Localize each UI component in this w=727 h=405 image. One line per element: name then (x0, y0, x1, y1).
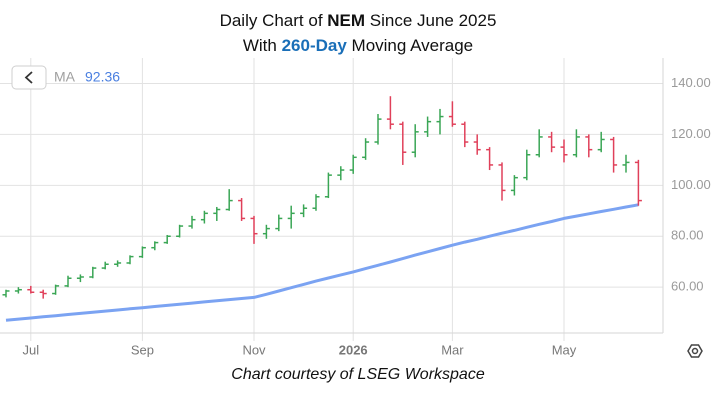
ohlc-bar (560, 139, 568, 163)
x-tick-label: May (552, 342, 577, 357)
ohlc-bar (138, 246, 146, 258)
moving-average-line (5, 203, 639, 322)
y-tick-label: 140.00 (671, 75, 711, 90)
ohlc-bar (225, 189, 233, 211)
legend-label: MA (54, 69, 76, 85)
title-part: Since June 2025 (365, 11, 496, 30)
ohlc-bar (89, 266, 97, 279)
ohlc-bar (510, 175, 518, 196)
ohlc-bar (535, 129, 543, 158)
x-tick-label: 2026 (339, 342, 368, 357)
ohlc-bar (622, 154, 630, 173)
ohlc-bar (2, 289, 10, 298)
ohlc-bar (213, 206, 221, 221)
ohlc-bar (461, 121, 469, 148)
settings-icon[interactable] (687, 344, 703, 358)
ohlc-bar (374, 114, 382, 145)
ohlc-bar (312, 194, 320, 211)
ohlc-bar (238, 198, 246, 221)
ohlc-bar (448, 101, 456, 127)
ohlc-bar (572, 129, 580, 158)
x-tick-label: Sep (131, 342, 154, 357)
ohlc-bar (498, 162, 506, 201)
ohlc-bar (52, 284, 60, 295)
caption: Chart courtesy of LSEG Workspace (231, 366, 485, 383)
title-highlight: 260-Day (282, 36, 348, 55)
ohlc-bar (151, 241, 159, 251)
collapse-button[interactable] (11, 65, 47, 90)
settings-dot (691, 347, 699, 355)
ohlc-bar (275, 214, 283, 232)
ohlc-bar (399, 121, 407, 165)
x-tick-label: Mar (441, 342, 464, 357)
ohlc-bar (362, 138, 370, 160)
ohlc-bar (64, 275, 72, 288)
title-part: Daily Chart of (220, 11, 328, 30)
ohlc-bar (337, 166, 345, 181)
ohlc-bar (176, 224, 184, 238)
ohlc-bar (200, 210, 208, 224)
ohlc-bar (473, 134, 481, 155)
ohlc-bar (548, 131, 556, 153)
ohlc-bar (424, 116, 432, 137)
y-tick-label: 120.00 (671, 126, 711, 141)
ohlc-bar (101, 261, 109, 270)
ohlc-bar (114, 260, 122, 267)
y-tick-label: 100.00 (671, 177, 711, 192)
title-part: With (243, 36, 282, 55)
title-line-1: Daily Chart of NEM Since June 2025 (220, 11, 497, 30)
ohlc-bar (349, 154, 357, 174)
ohlc-bar (287, 205, 295, 229)
legend-value: 92.36 (85, 69, 120, 85)
ohlc-bar (585, 134, 593, 158)
ohlc-bar (76, 274, 84, 283)
ohlc-bar (163, 234, 171, 244)
ohlc-bar (14, 287, 22, 294)
ohlc-bar (300, 204, 308, 218)
settings-hexagon (687, 344, 703, 358)
chevron-icon (24, 71, 33, 84)
plot-area: 60.00 80.00 100.00 120.00 140.00 Jul Sep Nov 202… (0, 58, 711, 357)
ohlc-bar (386, 96, 394, 130)
title-part: Moving Average (347, 36, 473, 55)
x-tick-label: Nov (242, 342, 266, 357)
title-ticker: NEM (327, 11, 365, 30)
ohlc-bar (486, 147, 494, 171)
ohlc-bar (250, 215, 258, 244)
ohlc-bar (411, 124, 419, 158)
x-tick-label: Jul (22, 342, 39, 357)
ohlc-bar (126, 255, 134, 265)
y-tick-label: 60.00 (671, 279, 704, 294)
ohlc-bar (262, 224, 270, 239)
ohlc-bar (634, 159, 642, 206)
ohlc-bar (610, 136, 618, 173)
ohlc-bar (39, 289, 47, 299)
ohlc-bar (436, 108, 444, 135)
ohlc-bar (324, 172, 332, 199)
y-tick-label: 80.00 (671, 228, 704, 243)
title-line-2: With 260-Day Moving Average (243, 36, 473, 55)
ohlc-bar (597, 131, 605, 153)
ohlc-bar (27, 285, 35, 294)
ohlc-bar (188, 215, 196, 229)
ohlc-bar (523, 149, 531, 181)
